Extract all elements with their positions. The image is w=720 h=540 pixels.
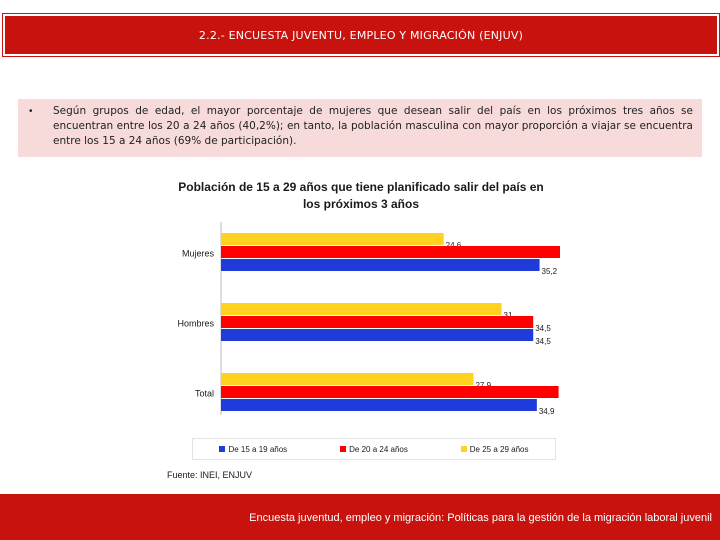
chart: Población de 15 a 29 años que tiene plan… bbox=[150, 170, 560, 486]
category-label: Hombres bbox=[177, 319, 214, 329]
data-label: 34,5 bbox=[535, 324, 551, 333]
chart-legend: De 15 a 19 años De 20 a 24 años De 25 a … bbox=[192, 438, 556, 460]
bar-1-1 bbox=[221, 316, 534, 328]
chart-source: Fuente: INEI, ENJUV bbox=[167, 470, 253, 480]
legend-swatch-yellow bbox=[460, 446, 467, 452]
bar-1-0 bbox=[221, 246, 560, 258]
bar-0-0 bbox=[221, 259, 540, 271]
data-label: 31 bbox=[504, 311, 513, 320]
bullet-icon: • bbox=[29, 106, 33, 117]
legend-swatch-red bbox=[340, 446, 347, 452]
bar-chart: Población de 15 a 29 años que tiene plan… bbox=[177, 180, 560, 416]
data-label: 24,6 bbox=[446, 241, 462, 250]
category-label: Total bbox=[195, 389, 214, 399]
bar-2-0 bbox=[221, 233, 444, 245]
legend-item-20-24: De 20 a 24 años bbox=[340, 445, 408, 454]
bar-2-1 bbox=[221, 303, 502, 315]
legend-item-25-29: De 25 a 29 años bbox=[460, 444, 529, 454]
category-label: Mujeres bbox=[182, 249, 215, 259]
summary-text: Según grupos de edad, el mayor porcentaj… bbox=[53, 105, 693, 147]
header-bar: 2.2.- ENCUESTA JUVENTU, EMPLEO Y MIGRACI… bbox=[3, 14, 719, 56]
footer-bar: Encuesta juventud, empleo y migración: P… bbox=[0, 494, 720, 540]
legend-swatch-blue bbox=[219, 446, 226, 452]
data-label: 35,2 bbox=[542, 267, 558, 276]
bar-0-1 bbox=[221, 329, 534, 341]
footer-text: Encuesta juventud, empleo y migración: P… bbox=[249, 512, 712, 524]
data-label: 34,9 bbox=[539, 407, 555, 416]
legend-item-15-19: De 15 a 19 años bbox=[219, 445, 287, 454]
legend-label: De 15 a 19 años bbox=[228, 444, 288, 454]
data-label: 27,9 bbox=[475, 381, 491, 390]
summary-box: • Según grupos de edad, el mayor porcent… bbox=[18, 99, 702, 157]
legend-label: De 20 a 24 años bbox=[349, 444, 408, 454]
bar-2-2 bbox=[221, 373, 474, 385]
page-title: 2.2.- ENCUESTA JUVENTU, EMPLEO Y MIGRACI… bbox=[198, 28, 524, 42]
legend-label: De 25 a 29 años bbox=[469, 444, 529, 454]
chart-title-line2: los próximos 3 años bbox=[303, 197, 419, 211]
bar-1-2 bbox=[221, 386, 559, 398]
chart-title: Población de 15 a 29 años que tiene plan… bbox=[178, 180, 543, 194]
bar-0-2 bbox=[221, 399, 537, 411]
data-label: 34,5 bbox=[535, 337, 551, 346]
